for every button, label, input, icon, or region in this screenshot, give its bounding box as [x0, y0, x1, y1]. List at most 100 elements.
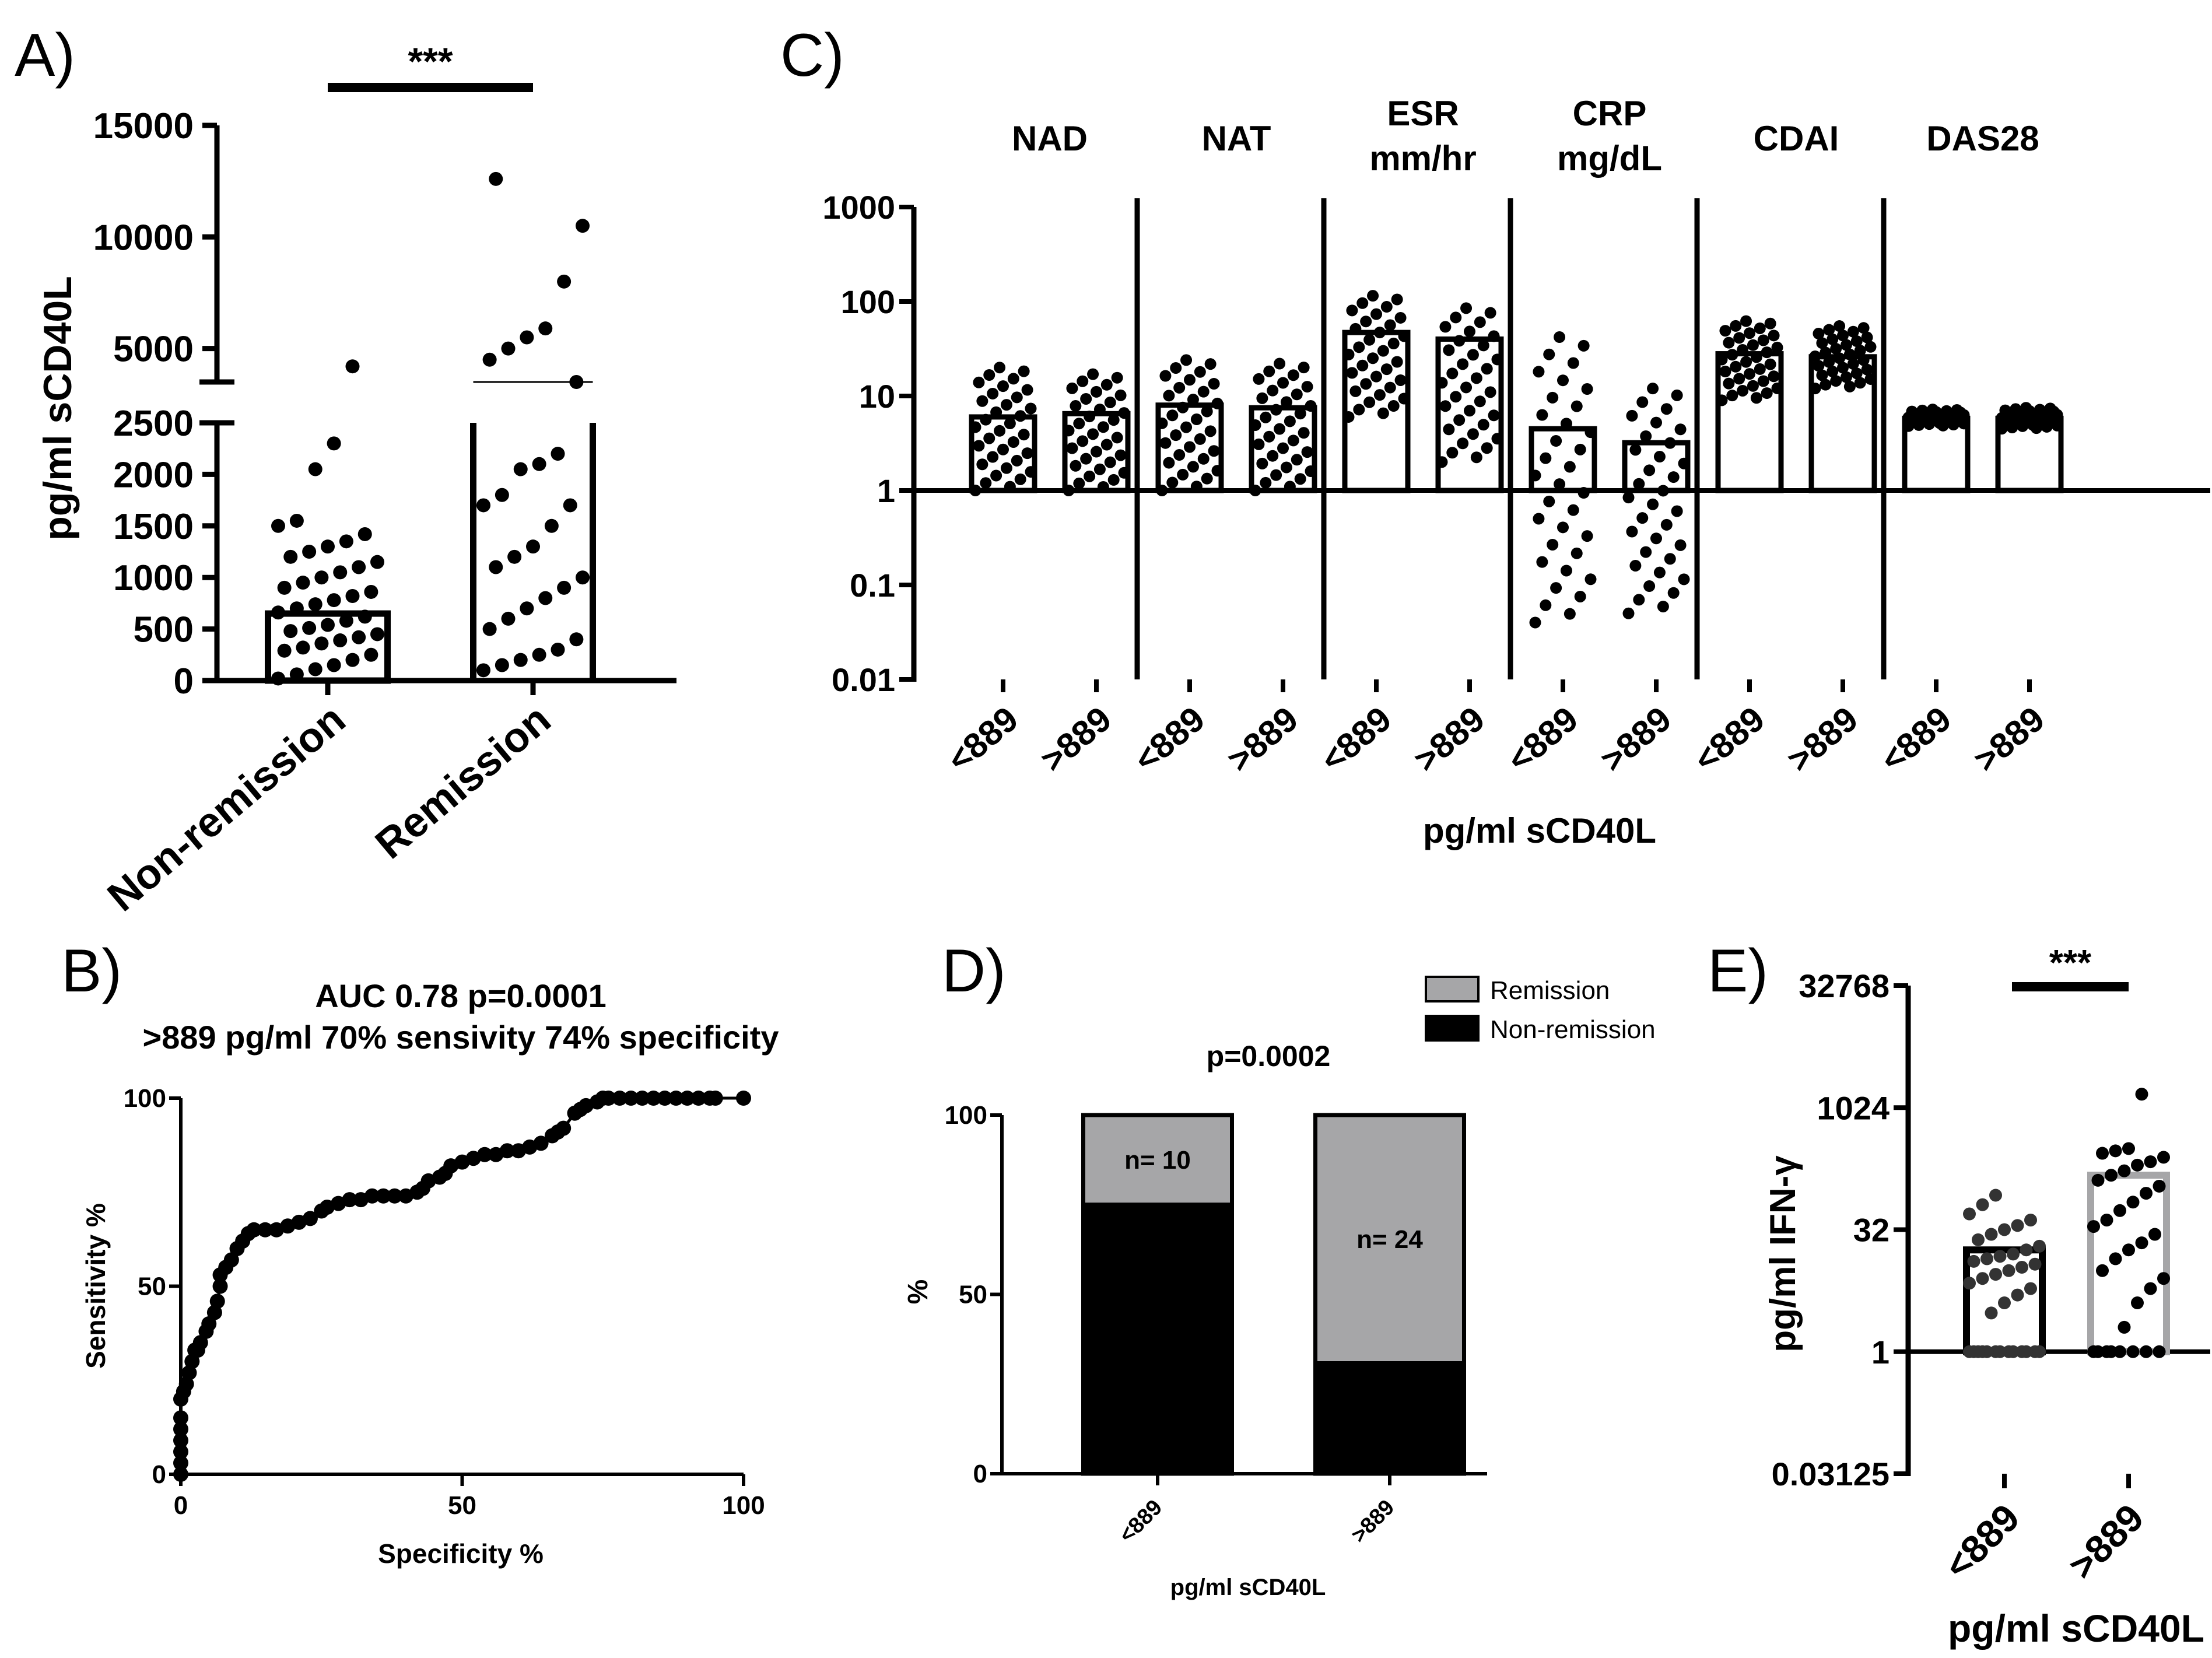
data-point [1757, 375, 1769, 387]
group-label: ESR [1387, 94, 1459, 133]
x-tick-label: >889 [1033, 699, 1119, 780]
data-point [1481, 442, 1493, 454]
x-tick-label: >889 [1593, 699, 1679, 780]
data-point [507, 549, 522, 564]
y-tick-label: 1 [877, 472, 895, 509]
data-point [1443, 423, 1455, 436]
data-point [302, 545, 317, 559]
data-point [1674, 539, 1687, 551]
y-axis-title: % [903, 1280, 934, 1305]
data-point [668, 1091, 684, 1106]
data-point [1377, 345, 1389, 357]
data-point [1087, 428, 1099, 440]
data-point [1256, 392, 1268, 404]
data-point [1177, 468, 1189, 481]
group-label: DAS28 [1926, 119, 2039, 158]
data-point [1277, 442, 1289, 454]
data-point [1567, 504, 1579, 516]
data-point [513, 653, 528, 667]
data-point [2157, 1272, 2170, 1285]
data-point [1467, 349, 1479, 361]
data-point [1291, 388, 1303, 401]
data-point [1294, 473, 1306, 485]
data-point [969, 421, 981, 433]
data-point [1384, 381, 1396, 394]
data-point [1578, 339, 1590, 352]
data-point [1453, 414, 1466, 426]
data-point [2126, 1345, 2140, 1358]
data-point [1284, 481, 1296, 493]
data-point [1823, 356, 1835, 368]
x-tick-label: >889 [1407, 699, 1492, 780]
data-point [1190, 413, 1203, 426]
data-point [2153, 1179, 2166, 1193]
data-point [1827, 365, 1839, 377]
data-point [1980, 1252, 1993, 1266]
data-point [1156, 417, 1168, 429]
data-point [1363, 334, 1376, 346]
x-tick-label: <889 [1873, 699, 1959, 780]
data-point [321, 618, 335, 632]
data-point [557, 274, 572, 289]
significance-label: *** [2049, 943, 2092, 983]
y-tick-label: 0 [973, 1460, 987, 1488]
data-point [513, 462, 528, 476]
data-point [990, 406, 1002, 418]
data-point [1356, 297, 1369, 309]
stacked-bar-segment [1083, 1203, 1232, 1474]
data-point [342, 1192, 357, 1208]
data-point [271, 605, 285, 620]
y-tick-label: 0 [174, 661, 194, 702]
data-point [569, 632, 584, 647]
data-point [1066, 382, 1078, 394]
data-point [1394, 311, 1407, 324]
data-point [1653, 566, 1666, 579]
y-tick-label: 1 [1871, 1334, 1890, 1370]
data-point [345, 653, 360, 667]
data-point [2028, 1257, 2042, 1271]
data-point [387, 1188, 402, 1204]
data-point [339, 534, 353, 549]
data-point [1025, 402, 1037, 415]
data-point [1636, 512, 1649, 524]
data-point [364, 584, 378, 599]
data-point [1159, 370, 1172, 382]
data-point [1629, 444, 1642, 456]
data-point [308, 462, 322, 476]
data-point [1678, 457, 1690, 469]
data-point [2105, 1345, 2118, 1358]
data-point [223, 1252, 239, 1268]
data-point [1391, 356, 1403, 368]
legend-label-non-remission: Non-remission [1490, 1015, 1656, 1044]
data-point [997, 380, 1009, 392]
data-point [495, 658, 509, 672]
data-point [1633, 478, 1645, 490]
data-point [327, 436, 341, 451]
data-point [1436, 456, 1448, 468]
data-point [1208, 445, 1220, 457]
data-point [499, 1143, 515, 1159]
data-point [2096, 1264, 2109, 1277]
data-point [1837, 330, 1849, 342]
data-point [1011, 391, 1023, 404]
data-point [1671, 505, 1683, 517]
data-point [1861, 331, 1873, 343]
data-point [973, 376, 985, 388]
data-point [2131, 1296, 2144, 1310]
data-point [538, 591, 553, 605]
data-point [1346, 304, 1358, 317]
data-point [1854, 345, 1866, 357]
panel-e: E) 0.03125 1 32 1024 32768 pg/ml IFN-γ <889 >889… [1708, 937, 2210, 1650]
y-tick-label: 15000 [93, 106, 194, 146]
data-point [1256, 457, 1268, 469]
data-point [1346, 367, 1358, 379]
data-point [1993, 1250, 2007, 1263]
data-point [646, 1091, 661, 1106]
data-point [1446, 447, 1459, 459]
x-tick-label: 0 [174, 1491, 188, 1520]
data-point [482, 352, 497, 367]
data-point [1100, 439, 1113, 451]
data-point [1163, 390, 1175, 402]
y-tick-label: 2000 [113, 455, 194, 495]
